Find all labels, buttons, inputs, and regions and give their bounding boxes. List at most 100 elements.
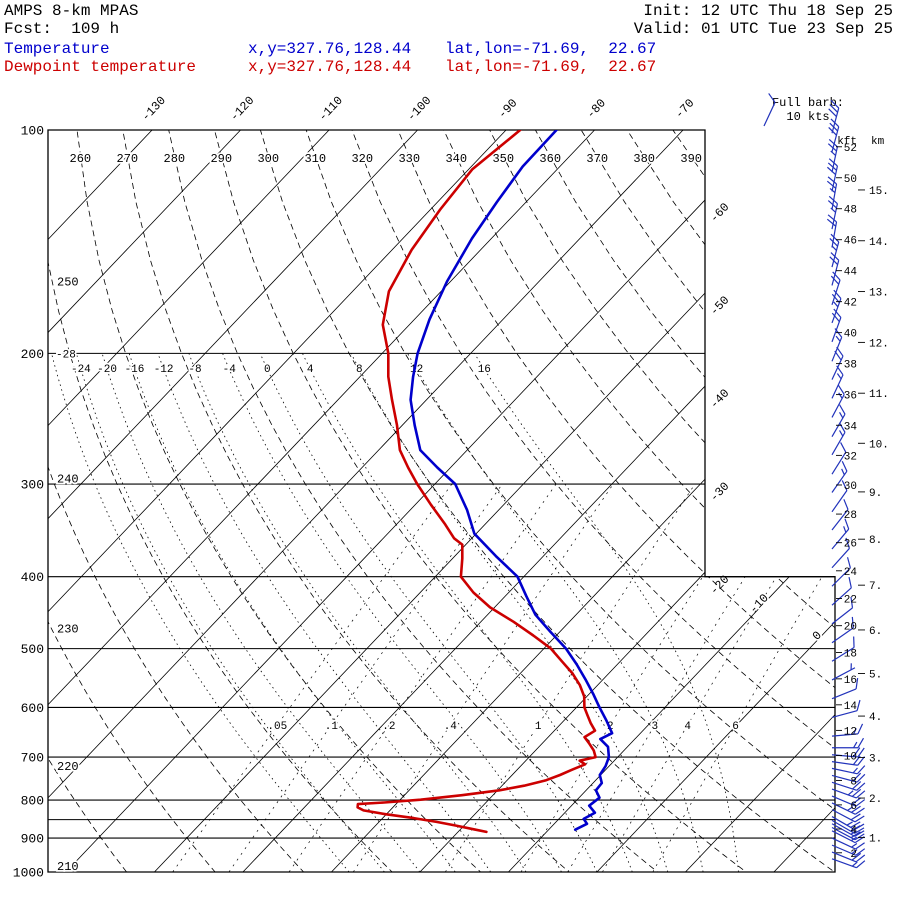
svg-text:.05: .05 xyxy=(267,721,287,733)
svg-text:-60: -60 xyxy=(707,200,732,225)
svg-text:12: 12 xyxy=(844,726,857,738)
svg-text:3.: 3. xyxy=(869,754,882,766)
svg-text:100: 100 xyxy=(21,124,44,139)
svg-text:4: 4 xyxy=(684,721,691,733)
svg-text:-50: -50 xyxy=(707,293,732,318)
svg-text:48: 48 xyxy=(844,205,857,217)
svg-text:1000: 1000 xyxy=(13,866,44,881)
svg-text:-20: -20 xyxy=(97,364,117,376)
svg-text:200: 200 xyxy=(21,347,44,362)
svg-text:800: 800 xyxy=(21,794,44,809)
svg-text:-10: -10 xyxy=(747,591,772,616)
svg-text:50: 50 xyxy=(844,174,857,186)
svg-text:10: 10 xyxy=(844,752,857,764)
svg-text:340: 340 xyxy=(445,152,467,166)
svg-text:.2: .2 xyxy=(382,721,395,733)
plot-border xyxy=(47,129,836,873)
svg-text:-12: -12 xyxy=(154,364,174,376)
svg-text:-120: -120 xyxy=(227,94,257,125)
svg-text:300: 300 xyxy=(257,152,279,166)
svg-text:8: 8 xyxy=(356,364,363,376)
svg-text:15.: 15. xyxy=(869,186,889,198)
svg-text:5.: 5. xyxy=(869,670,882,682)
height-axes: kft km24681012141618202224262830323436384… xyxy=(836,136,889,861)
svg-text:.4: .4 xyxy=(444,721,458,733)
svg-text:0: 0 xyxy=(810,628,825,643)
svg-text:4.: 4. xyxy=(869,712,882,724)
svg-text:24: 24 xyxy=(844,567,858,579)
svg-text:-28: -28 xyxy=(56,349,76,361)
svg-text:12.: 12. xyxy=(869,338,889,350)
svg-text:0: 0 xyxy=(264,364,271,376)
svg-text:370: 370 xyxy=(586,152,608,166)
temperature-series-label: Temperature xyxy=(4,40,110,58)
svg-text:18: 18 xyxy=(844,648,857,660)
svg-text:22: 22 xyxy=(844,594,857,606)
svg-text:28: 28 xyxy=(844,510,857,522)
dewpoint-grid-coords: x,y=327.76,128.44 xyxy=(248,58,412,76)
svg-text:240: 240 xyxy=(57,473,79,487)
svg-text:36: 36 xyxy=(844,391,857,403)
svg-text:280: 280 xyxy=(164,152,186,166)
svg-text:-40: -40 xyxy=(707,386,732,411)
svg-text:40: 40 xyxy=(844,329,857,341)
dewpoint-series-label: Dewpoint temperature xyxy=(4,58,197,76)
svg-text:-90: -90 xyxy=(495,96,520,121)
svg-text:12: 12 xyxy=(410,364,423,376)
svg-text:16: 16 xyxy=(478,364,491,376)
svg-text:-110: -110 xyxy=(316,94,346,125)
svg-text:-24: -24 xyxy=(71,364,91,376)
svg-text:14: 14 xyxy=(844,701,858,713)
isobar-lines xyxy=(48,129,835,873)
grid-lines xyxy=(48,130,835,872)
svg-text:13.: 13. xyxy=(869,288,889,300)
dewpoint-latlon: lat,lon=-71.69, 22.67 xyxy=(445,58,657,76)
barb-legend-title: Full barb: xyxy=(771,96,844,110)
svg-text:6.: 6. xyxy=(869,626,882,638)
svg-text:390: 390 xyxy=(680,152,702,166)
svg-text:9.: 9. xyxy=(869,488,882,500)
barb-legend-value: 10 kts xyxy=(786,110,830,124)
svg-text:4: 4 xyxy=(307,364,314,376)
svg-text:310: 310 xyxy=(304,152,326,166)
svg-text:7.: 7. xyxy=(869,581,882,593)
svg-text:1: 1 xyxy=(535,721,542,733)
svg-text:52: 52 xyxy=(844,143,857,155)
svg-text:-130: -130 xyxy=(139,94,169,125)
svg-text:8.: 8. xyxy=(869,535,882,547)
svg-text:46: 46 xyxy=(844,236,857,248)
svg-text:44: 44 xyxy=(844,267,858,279)
valid-time: Valid: 01 UTC Tue 23 Sep 25 xyxy=(633,20,893,38)
svg-text:km: km xyxy=(871,136,885,148)
svg-text:-8: -8 xyxy=(188,364,201,376)
svg-text:-70: -70 xyxy=(672,96,697,121)
svg-text:330: 330 xyxy=(398,152,420,166)
svg-text:8: 8 xyxy=(850,776,857,788)
svg-text:30: 30 xyxy=(844,481,857,493)
svg-text:300: 300 xyxy=(21,478,44,493)
temperature-trace xyxy=(409,130,614,832)
svg-text:210: 210 xyxy=(57,860,79,874)
wind-barbs xyxy=(763,93,866,869)
svg-text:290: 290 xyxy=(210,152,232,166)
svg-text:400: 400 xyxy=(21,570,44,585)
svg-text:2: 2 xyxy=(850,849,857,861)
svg-text:16: 16 xyxy=(844,675,857,687)
forecast-hour: Fcst: 109 h xyxy=(4,20,120,38)
svg-text:3: 3 xyxy=(652,721,659,733)
sounding-traces xyxy=(356,130,614,834)
svg-text:220: 220 xyxy=(57,760,79,774)
svg-text:-100: -100 xyxy=(404,94,434,125)
svg-text:-80: -80 xyxy=(584,96,609,121)
svg-text:26: 26 xyxy=(844,539,857,551)
svg-text:2.: 2. xyxy=(869,794,882,806)
svg-text:kft: kft xyxy=(837,136,857,148)
svg-text:260: 260 xyxy=(70,152,92,166)
svg-text:-16: -16 xyxy=(125,364,145,376)
svg-text:11.: 11. xyxy=(869,389,889,401)
svg-text:1.: 1. xyxy=(869,834,882,846)
svg-text:34: 34 xyxy=(844,421,858,433)
svg-text:500: 500 xyxy=(21,642,44,657)
model-title: AMPS 8-km MPAS xyxy=(4,2,139,20)
